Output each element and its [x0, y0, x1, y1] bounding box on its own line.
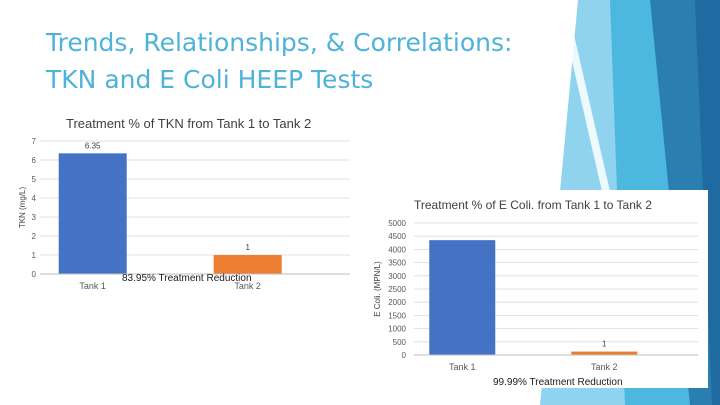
ecoli-y-tick-label: 5000: [388, 219, 406, 228]
ecoli-y-tick-label: 1000: [388, 325, 406, 334]
tkn-y-tick-label: 1: [32, 251, 37, 260]
tkn-y-tick-label: 5: [32, 175, 37, 184]
tkn-reduction-note: 83.95% Treatment Reduction: [122, 273, 252, 284]
deco-white-sliver: [558, 0, 612, 200]
tkn-chart: Treatment % of TKN from Tank 1 to Tank 2…: [18, 108, 360, 290]
ecoli-y-tick-label: 0: [402, 351, 407, 360]
ecoli-y-axis-label: E Coli. (MPN/L): [373, 261, 382, 317]
ecoli-y-tick-label: 3500: [388, 259, 406, 268]
tkn-y-tick-label: 7: [32, 137, 37, 146]
ecoli-y-tick-label: 1500: [388, 311, 406, 320]
tkn-data-label-2: 1: [245, 243, 250, 252]
slide-title-line-1: Trends, Relationships, & Correlations:: [46, 28, 513, 57]
tkn-chart-title: Treatment % of TKN from Tank 1 to Tank 2: [66, 116, 311, 131]
slide-title-line-2: TKN and E Coli HEEP Tests: [46, 65, 374, 94]
tkn-category-label-2: Tank 2: [234, 281, 261, 290]
tkn-y-tick-label: 6: [32, 156, 37, 165]
ecoli-bar-1: [429, 240, 496, 355]
ecoli-y-tick-label: 4000: [388, 245, 406, 254]
tkn-data-label-1: 6.35: [85, 141, 101, 150]
tkn-y-axis-label: TKN (mg/L): [18, 187, 27, 229]
tkn-bar-1: [58, 153, 127, 274]
tkn-y-tick-label: 4: [32, 194, 37, 203]
ecoli-y-tick-label: 2000: [388, 298, 406, 307]
ecoli-bar-2: [571, 351, 638, 355]
ecoli-chart-title: Treatment % of E Coli. from Tank 1 to Ta…: [414, 198, 652, 212]
tkn-y-tick-label: 0: [32, 270, 37, 279]
tkn-chart-svg: Treatment % of TKN from Tank 1 to Tank 2…: [18, 116, 350, 290]
ecoli-reduction-note: 99.99% Treatment Reduction: [493, 377, 623, 388]
ecoli-category-label-1: Tank 1: [449, 362, 476, 372]
ecoli-y-tick-label: 500: [393, 338, 407, 347]
ecoli-chart-svg: Treatment % of E Coli. from Tank 1 to Ta…: [373, 198, 698, 372]
ecoli-y-tick-label: 4500: [388, 232, 406, 241]
ecoli-category-label-2: Tank 2: [591, 362, 618, 372]
ecoli-y-tick-label: 3000: [388, 272, 406, 281]
ecoli-data-label-2: 1: [602, 340, 607, 349]
tkn-category-label-1: Tank 1: [79, 281, 106, 290]
tkn-y-tick-label: 3: [32, 213, 37, 222]
tkn-bar-2: [213, 255, 282, 274]
ecoli-chart: Treatment % of E Coli. from Tank 1 to Ta…: [368, 190, 708, 388]
tkn-y-tick-label: 2: [32, 232, 37, 241]
ecoli-y-tick-label: 2500: [388, 285, 406, 294]
slide-title: Trends, Relationships, & Correlations: T…: [46, 24, 606, 98]
